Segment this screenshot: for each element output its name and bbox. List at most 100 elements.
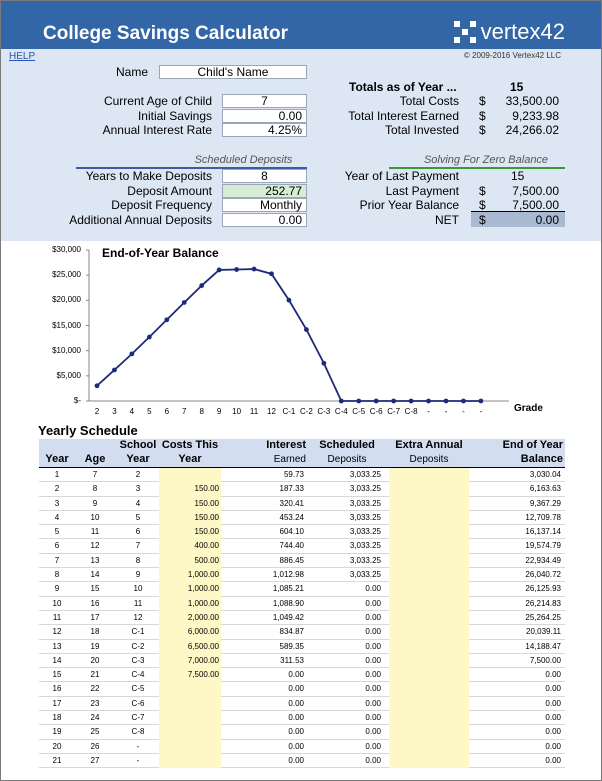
cell-age: 27 [90,755,100,765]
cell-extra-deposit[interactable] [389,610,469,626]
cell-cost[interactable] [159,711,221,726]
vertex42-logo: vertex42 [453,19,565,45]
cell-extra-deposit[interactable] [389,553,469,569]
cell-age: 24 [90,713,100,723]
cell-cost[interactable] [159,725,221,740]
deposit-amount-value: 252.77 [222,184,307,198]
cell-cost[interactable]: 1,000.00 [159,582,221,597]
table-row: 12 18 C-1 6,000.00 834.87 0.00 20,039.11 [39,625,565,640]
balance-point [234,267,240,272]
balance-point [478,398,484,404]
cell-interest: 886.45 [279,555,304,565]
cell-extra-deposit[interactable] [389,753,469,769]
cell-scheduled-deposit: 3,033.25 [349,527,381,537]
x-tick-label: C-4 [334,407,348,416]
cell-age: 26 [90,741,100,751]
cell-extra-deposit[interactable] [389,468,469,483]
x-tick-label: - [479,407,483,416]
cell-scheduled-deposit: 0.00 [365,727,381,737]
x-tick-label: 11 [249,407,259,416]
cell-interest: 59.73 [283,470,304,479]
cell-school-year: C-6 [131,698,145,708]
cell-extra-deposit[interactable] [389,625,469,640]
x-tick-label: C-1 [282,407,296,416]
cell-extra-deposit[interactable] [389,639,469,654]
cell-cost[interactable]: 7,000.00 [159,653,221,669]
balance-point [146,334,152,340]
cell-extra-deposit[interactable] [389,696,469,712]
table-row: 15 21 C-4 7,500.00 0.00 0.00 0.00 [39,668,565,683]
cell-end-balance: 14,188.47 [525,641,561,651]
cell-cost[interactable]: 1,000.00 [159,568,221,583]
zero-balance-divider [389,167,565,169]
cell-interest: 1,012.98 [272,570,304,580]
cell-extra-deposit[interactable] [389,582,469,597]
cell-age: 22 [90,684,100,694]
cell-cost[interactable]: 6,000.00 [159,625,221,640]
cell-cost[interactable]: 400.00 [159,539,221,554]
cell-school-year: C-2 [131,641,145,651]
cell-end-balance: 0.00 [545,684,561,694]
balance-point [112,367,117,373]
cell-cost[interactable]: 150.00 [159,482,221,497]
cell-end-balance: 0.00 [545,727,561,737]
cell-end-balance: 0.00 [545,670,561,680]
cell-school-year: 12 [133,612,143,622]
cell-extra-deposit[interactable] [389,739,469,754]
cell-extra-deposit[interactable] [389,725,469,740]
cell-cost[interactable]: 150.00 [159,496,221,511]
cell-cost[interactable]: 6,500.00 [159,639,221,654]
x-tick-label: C-3 [317,407,331,416]
age-input[interactable]: 7 [222,94,307,108]
cell-interest: 1,088.90 [272,598,304,608]
cell-cost[interactable]: 500.00 [159,553,221,569]
cell-cost[interactable]: 150.00 [159,510,221,526]
cell-extra-deposit[interactable] [389,525,469,540]
help-link[interactable]: HELP [9,51,36,62]
cell-school-year: - [136,755,140,765]
table-row: 17 23 C-6 0.00 0.00 0.00 [39,696,565,712]
cell-extra-deposit[interactable] [389,668,469,683]
cell-extra-deposit[interactable] [389,653,469,669]
cell-extra-deposit[interactable] [389,496,469,511]
x-tick-label: - [462,407,465,416]
cell-extra-deposit[interactable] [389,482,469,497]
cell-scheduled-deposit: 0.00 [365,641,381,651]
cell-cost[interactable] [159,468,221,483]
cell-age: 7 [92,470,98,479]
totals-header: Totals as of Year ... [349,80,457,94]
additional-deposits-input[interactable]: 0.00 [222,213,307,227]
cell-extra-deposit[interactable] [389,711,469,726]
rate-input[interactable]: 4.25% [222,123,307,137]
cell-extra-deposit[interactable] [389,682,469,697]
last-payment-currency: $ [479,184,486,198]
col-cost-1: Costs This [161,439,219,451]
cell-cost[interactable]: 2,000.00 [159,610,221,626]
cell-cost[interactable] [159,753,221,769]
cell-year: 2 [54,484,60,494]
deposit-frequency-select[interactable]: Monthly [222,198,307,212]
cell-cost[interactable]: 7,500.00 [159,668,221,683]
cell-cost[interactable]: 1,000.00 [159,596,221,611]
cell-extra-deposit[interactable] [389,539,469,554]
cell-extra-deposit[interactable] [389,568,469,583]
cell-cost[interactable]: 150.00 [159,525,221,540]
net-rule [471,211,565,212]
name-input[interactable]: Child's Name [159,65,307,79]
net-highlight [471,212,565,227]
cell-cost[interactable] [159,739,221,754]
years-deposits-input[interactable]: 8 [222,169,307,183]
x-tick-label: 7 [182,407,187,416]
cell-age: 19 [90,641,100,651]
cell-interest: 589.35 [279,641,304,651]
cell-extra-deposit[interactable] [389,510,469,526]
cell-scheduled-deposit: 0.00 [365,627,381,637]
cell-school-year: 3 [135,484,141,494]
cell-cost[interactable] [159,696,221,712]
cell-extra-deposit[interactable] [389,596,469,611]
cell-interest: 834.87 [279,627,304,637]
cell-interest: 453.24 [279,512,304,522]
savings-input[interactable]: 0.00 [222,109,307,123]
cell-cost[interactable] [159,682,221,697]
